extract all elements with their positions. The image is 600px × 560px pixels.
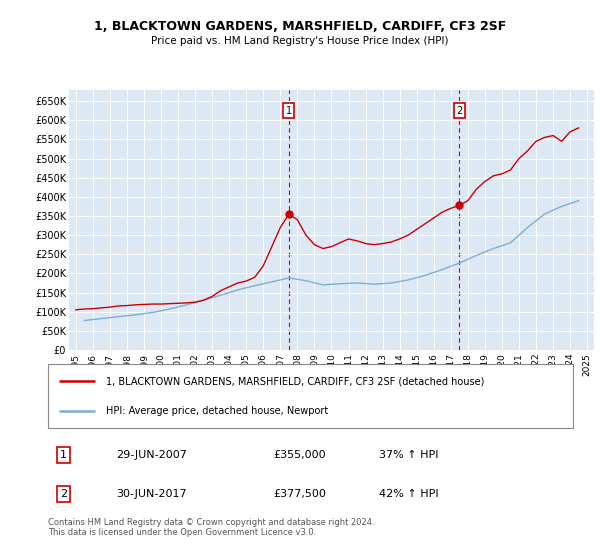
Text: 2: 2 — [456, 106, 463, 116]
Text: Price paid vs. HM Land Registry's House Price Index (HPI): Price paid vs. HM Land Registry's House … — [151, 36, 449, 46]
Text: 42% ↑ HPI: 42% ↑ HPI — [379, 489, 439, 500]
Text: 2: 2 — [60, 489, 67, 500]
Text: 30-JUN-2017: 30-JUN-2017 — [116, 489, 187, 500]
FancyBboxPatch shape — [48, 364, 573, 428]
Text: 29-JUN-2007: 29-JUN-2007 — [116, 450, 187, 460]
Text: 1, BLACKTOWN GARDENS, MARSHFIELD, CARDIFF, CF3 2SF: 1, BLACKTOWN GARDENS, MARSHFIELD, CARDIF… — [94, 20, 506, 32]
Text: HPI: Average price, detached house, Newport: HPI: Average price, detached house, Newp… — [106, 406, 328, 416]
Text: £377,500: £377,500 — [274, 489, 326, 500]
Text: 1: 1 — [286, 106, 292, 116]
Text: Contains HM Land Registry data © Crown copyright and database right 2024.
This d: Contains HM Land Registry data © Crown c… — [48, 518, 374, 538]
Text: 1, BLACKTOWN GARDENS, MARSHFIELD, CARDIFF, CF3 2SF (detached house): 1, BLACKTOWN GARDENS, MARSHFIELD, CARDIF… — [106, 376, 484, 386]
Text: £355,000: £355,000 — [274, 450, 326, 460]
Text: 1: 1 — [60, 450, 67, 460]
Text: 37% ↑ HPI: 37% ↑ HPI — [379, 450, 438, 460]
